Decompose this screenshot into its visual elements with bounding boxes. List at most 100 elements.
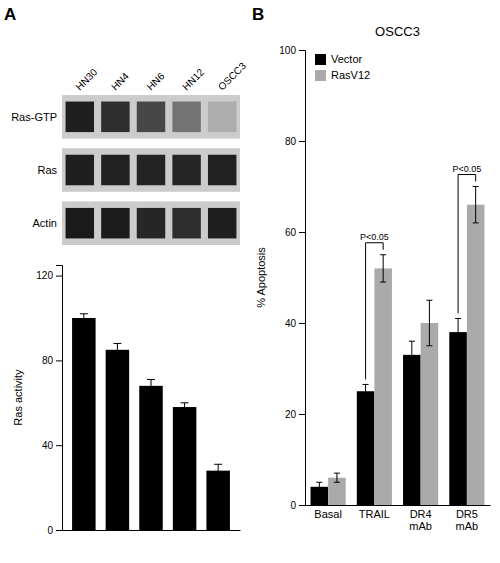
y-tick: 40 bbox=[42, 440, 62, 451]
legend-item: Vector bbox=[315, 53, 363, 65]
blot-band bbox=[137, 155, 165, 186]
bar bbox=[374, 268, 392, 505]
x-tick: DR4mAb bbox=[409, 505, 432, 532]
y-tick-label: 100 bbox=[279, 45, 296, 56]
bar bbox=[72, 318, 96, 530]
blot-band bbox=[172, 208, 200, 239]
row-label: Ras bbox=[37, 164, 57, 176]
error-bar bbox=[113, 343, 121, 356]
x-tick-label: Basal bbox=[314, 508, 342, 520]
x-tick: DR5mAb bbox=[456, 505, 479, 532]
y-tick-mark bbox=[299, 141, 305, 142]
error-bar bbox=[426, 300, 432, 346]
x-tick-label: TRAIL bbox=[359, 508, 390, 520]
blot-band bbox=[101, 208, 129, 239]
annotation: P<0.05 bbox=[452, 164, 481, 174]
blot-band bbox=[172, 102, 200, 133]
error-bar bbox=[473, 187, 479, 223]
error-bar bbox=[380, 255, 386, 282]
legend-label: RasV12 bbox=[331, 69, 370, 81]
y-axis-title: % Apoptosis bbox=[255, 247, 267, 308]
y-tick-mark bbox=[299, 505, 305, 506]
column-label: OSCC3 bbox=[216, 60, 248, 92]
error-bar bbox=[181, 403, 189, 411]
legend-swatch bbox=[315, 54, 326, 65]
blot-band bbox=[66, 208, 94, 239]
y-tick-label: 0 bbox=[290, 500, 296, 511]
blot-lane-background bbox=[62, 201, 240, 245]
blot-band bbox=[208, 155, 236, 186]
x-tick-label: DR5mAb bbox=[456, 508, 479, 532]
y-axis: 0 40 80 120 bbox=[36, 266, 62, 536]
blot-band bbox=[101, 155, 129, 186]
error-bar bbox=[316, 482, 322, 491]
y-tick: 40 bbox=[285, 318, 305, 329]
legend: Vector RasV12 bbox=[315, 53, 370, 81]
y-tick: 80 bbox=[42, 355, 62, 366]
bar bbox=[467, 205, 485, 505]
y-tick-mark bbox=[299, 50, 305, 51]
x-tick-label: DR4mAb bbox=[409, 508, 432, 532]
y-tick-label: 120 bbox=[36, 270, 53, 281]
error-bar bbox=[334, 473, 340, 482]
bar bbox=[403, 355, 421, 505]
y-tick-label: 80 bbox=[285, 136, 297, 147]
blot-lane-background bbox=[62, 148, 240, 192]
y-tick-mark bbox=[56, 360, 62, 361]
blot-band bbox=[66, 102, 94, 133]
x-axis bbox=[63, 530, 241, 531]
y-tick: 80 bbox=[285, 136, 305, 147]
error-bar bbox=[147, 379, 155, 392]
y-tick-label: 40 bbox=[42, 440, 54, 451]
y-tick-label: 20 bbox=[285, 409, 297, 420]
y-tick-mark bbox=[299, 414, 305, 415]
bar bbox=[421, 323, 439, 505]
x-axis-line bbox=[306, 505, 491, 506]
blot-band bbox=[208, 208, 236, 239]
blot-band bbox=[137, 208, 165, 239]
x-axis-line bbox=[63, 530, 241, 531]
legend-swatch bbox=[315, 70, 326, 81]
panel-label: B bbox=[252, 5, 264, 24]
significance-bracket bbox=[458, 175, 476, 314]
blot bbox=[62, 95, 240, 245]
series bbox=[328, 187, 484, 506]
y-tick-label: 60 bbox=[285, 227, 297, 238]
bar bbox=[173, 407, 197, 530]
row-label: Actin bbox=[33, 217, 57, 229]
error-bar bbox=[80, 314, 88, 322]
y-tick-mark bbox=[56, 276, 62, 277]
error-bar bbox=[409, 341, 415, 368]
bar bbox=[206, 471, 230, 530]
column-label: HN30 bbox=[73, 66, 99, 92]
y-tick-mark bbox=[299, 323, 305, 324]
y-tick-label: 40 bbox=[285, 318, 297, 329]
row-label: Ras-GTP bbox=[11, 111, 57, 123]
column-label: HN6 bbox=[145, 70, 167, 92]
legend-item: RasV12 bbox=[315, 69, 370, 81]
y-axis-line bbox=[56, 266, 63, 531]
y-tick: 20 bbox=[285, 409, 305, 420]
blot-band bbox=[208, 102, 236, 133]
legend-label: Vector bbox=[331, 53, 363, 65]
bar bbox=[139, 386, 163, 530]
figure: A Ras-GTP Ras Actin HN30 HN4 HN6 HN12 OSCC3 0 40 80… bbox=[0, 0, 500, 563]
error-bar bbox=[214, 464, 222, 477]
error-bar bbox=[363, 384, 369, 398]
y-tick: 60 bbox=[285, 227, 305, 238]
x-tick: Basal bbox=[314, 505, 342, 520]
annotation: P<0.05 bbox=[360, 232, 389, 242]
blot-band bbox=[137, 102, 165, 133]
panel-label: A bbox=[4, 5, 16, 24]
y-tick: 0 bbox=[47, 525, 62, 536]
x-tick: TRAIL bbox=[359, 505, 390, 520]
column-label: HN4 bbox=[109, 70, 131, 92]
blot-band bbox=[66, 155, 94, 186]
column-label: HN12 bbox=[180, 66, 206, 92]
y-tick-mark bbox=[56, 445, 62, 446]
y-tick: 100 bbox=[279, 45, 305, 56]
blot-band bbox=[172, 155, 200, 186]
blot-band bbox=[101, 102, 129, 133]
y-tick-mark bbox=[56, 530, 62, 531]
bar bbox=[357, 391, 375, 505]
